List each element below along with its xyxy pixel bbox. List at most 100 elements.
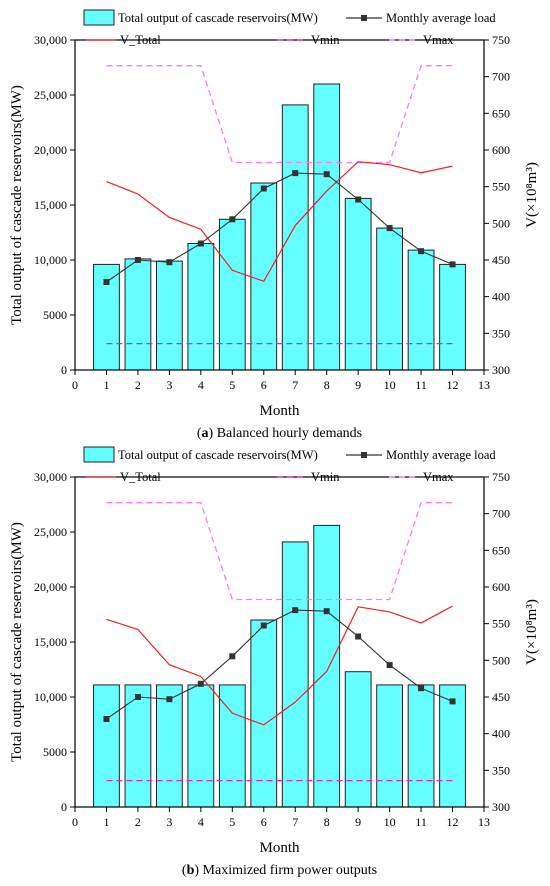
load-marker-month-5 xyxy=(229,653,236,660)
y-tick-label-left: 20,000 xyxy=(34,143,67,157)
bar-month-12 xyxy=(439,684,466,808)
x-tick-label: 5 xyxy=(229,815,235,829)
y-tick-label-right: 400 xyxy=(492,290,510,304)
chart-panel-b: 0 1 2 3 4 5 6 7 8 9 10 11 12 130500010,00015,00020,00… xyxy=(9,446,540,878)
x-tick-label: 11 xyxy=(415,378,427,392)
x-tick-label: 5 xyxy=(229,378,235,392)
caption-letter: a xyxy=(202,426,209,441)
y-tick-label-right: 300 xyxy=(492,800,510,814)
legend-load-label: Monthly average load xyxy=(386,448,496,462)
y-tick-label-left: 0 xyxy=(61,363,67,377)
x-tick-label: 7 xyxy=(292,378,298,392)
load-marker-month-9 xyxy=(355,196,362,203)
y-tick-label-right: 450 xyxy=(492,253,510,267)
load-marker-month-2 xyxy=(134,257,141,263)
bar-month-9 xyxy=(344,197,372,371)
legend-bar-swatch xyxy=(83,446,115,463)
caption-paren-open: ( xyxy=(182,863,187,878)
bar-month-8 xyxy=(313,524,341,808)
y-axis-label-left: Total output of cascade reservoirs(MW) xyxy=(9,522,25,762)
load-marker-month-8 xyxy=(323,171,330,178)
load-marker-month-9 xyxy=(355,633,362,640)
y-tick-label-right: 500 xyxy=(492,216,510,230)
legend: Total output of cascade reservoirs(MW) Mo… xyxy=(83,9,496,47)
bar-month-7 xyxy=(281,541,309,808)
legend-load-marker xyxy=(361,452,367,458)
bar-month-3 xyxy=(155,260,183,371)
y-tick-label-left: 25,000 xyxy=(34,88,67,102)
legend-vmin-label: Vmin xyxy=(311,470,340,484)
legend-vmax-label: Vmax xyxy=(423,470,454,484)
y-tick-label-right: 700 xyxy=(492,70,510,84)
bar-month-10 xyxy=(376,684,404,808)
x-tick-label: 8 xyxy=(324,815,330,829)
y-tick-label-right: 700 xyxy=(492,507,510,521)
x-tick-label: 9 xyxy=(355,378,361,392)
legend-vtotal-label: V_Total xyxy=(120,33,161,47)
caption-text: Maximized firm power outputs xyxy=(199,863,377,878)
bar-month-3 xyxy=(155,684,183,808)
bar-month-12 xyxy=(439,263,466,371)
y-tick-label-left: 5000 xyxy=(43,745,67,759)
vmax-line xyxy=(106,502,453,601)
load-marker-month-7 xyxy=(292,170,299,177)
load-marker-month-11 xyxy=(418,685,425,692)
load-marker-month-6 xyxy=(260,185,267,192)
x-tick-label: 1 xyxy=(103,378,109,392)
load-marker-month-12 xyxy=(449,261,456,268)
y-tick-label-left: 30,000 xyxy=(34,33,67,47)
bar-month-4 xyxy=(187,243,215,371)
x-tick-label: 0 xyxy=(72,815,78,829)
y-tick-label-right: 450 xyxy=(492,690,510,704)
bar-month-11 xyxy=(407,684,435,808)
x-tick-label: 7 xyxy=(292,815,298,829)
y-tick-label-left: 10,000 xyxy=(34,253,67,267)
legend-vmin-label: Vmin xyxy=(311,33,340,47)
legend-vmax-label: Vmax xyxy=(423,33,454,47)
y-axis-label-left: Total output of cascade reservoirs(MW) xyxy=(9,85,25,325)
x-tick-label: 10 xyxy=(384,815,396,829)
bar-month-11 xyxy=(407,249,435,371)
v-total-line xyxy=(106,161,453,282)
y-tick-label-right: 350 xyxy=(492,326,510,340)
y-tick-label-left: 10,000 xyxy=(34,690,67,704)
panel-caption: (a) Balanced hourly demands xyxy=(197,426,362,441)
load-marker-month-1 xyxy=(103,716,110,722)
x-tick-label: 13 xyxy=(478,815,490,829)
x-tick-label: 2 xyxy=(135,378,141,392)
y-tick-label-right: 750 xyxy=(492,33,510,47)
y-tick-label-right: 500 xyxy=(492,653,510,667)
bar-month-6 xyxy=(250,182,278,371)
bar-month-1 xyxy=(93,684,120,808)
load-marker-month-4 xyxy=(197,240,204,247)
y-tick-label-left: 25,000 xyxy=(34,525,67,539)
y-tick-label-right: 400 xyxy=(492,727,510,741)
v-total-line xyxy=(106,605,453,726)
bar-month-8 xyxy=(313,83,341,371)
bar-month-7 xyxy=(281,104,309,371)
caption-paren-open: ( xyxy=(197,426,202,441)
caption-paren-close: ) xyxy=(194,863,199,878)
x-tick-label: 8 xyxy=(324,378,330,392)
load-marker-month-11 xyxy=(418,248,425,255)
load-marker-month-3 xyxy=(166,259,173,266)
y-tick-label-right: 600 xyxy=(492,143,510,157)
x-tick-label: 12 xyxy=(447,378,459,392)
monthly-load-line xyxy=(106,609,453,720)
load-marker-month-10 xyxy=(386,225,393,232)
vmax-line xyxy=(106,65,453,164)
x-tick-label: 3 xyxy=(166,815,172,829)
x-tick-label: 11 xyxy=(415,815,427,829)
y-tick-label-left: 15,000 xyxy=(34,635,67,649)
x-tick-label: 2 xyxy=(135,815,141,829)
load-marker-month-12 xyxy=(449,698,456,705)
legend-vtotal-label: V_Total xyxy=(120,470,161,484)
x-tick-label: 1 xyxy=(103,815,109,829)
x-tick-label: 3 xyxy=(166,378,172,392)
caption-paren-close: ) xyxy=(209,426,214,441)
legend-load-label: Monthly average load xyxy=(386,11,496,25)
load-marker-month-2 xyxy=(134,694,141,700)
load-marker-month-5 xyxy=(229,216,236,223)
x-tick-label: 0 xyxy=(72,378,78,392)
chart-panel-a: 0 1 2 3 4 5 6 7 8 9 10 11 12 130500010,00015,00020,00… xyxy=(9,9,540,441)
